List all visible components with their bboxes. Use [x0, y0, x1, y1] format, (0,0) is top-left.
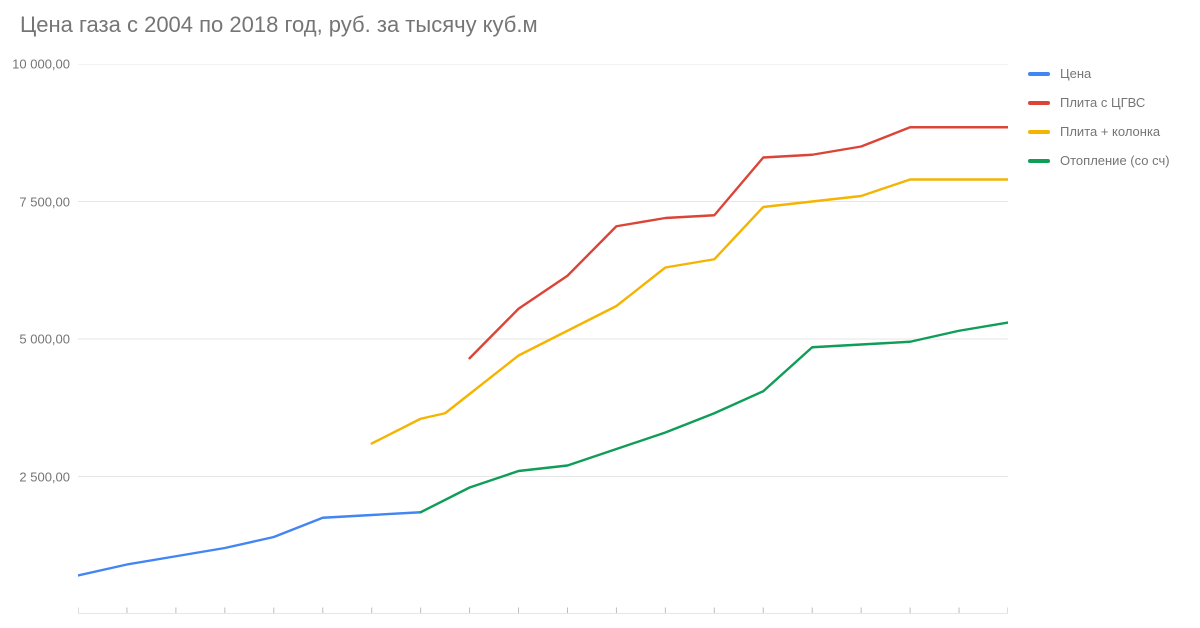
chart-title: Цена газа с 2004 по 2018 год, руб. за ты… [20, 12, 538, 38]
series-line-heating [421, 323, 1008, 513]
series-line-price [78, 512, 421, 575]
line-chart-plot [78, 64, 1008, 614]
legend-item-heating[interactable]: Отопление (со сч) [1028, 153, 1170, 168]
chart-container: Цена газа с 2004 по 2018 год, руб. за ты… [0, 0, 1200, 628]
legend-label: Отопление (со сч) [1060, 153, 1170, 168]
series-line-plita-cgvs [470, 127, 1008, 358]
legend-swatch [1028, 101, 1050, 105]
legend-swatch [1028, 130, 1050, 134]
series-line-plita-kolonka [372, 180, 1008, 444]
legend-item-plita-kolonka[interactable]: Плита + колонка [1028, 124, 1170, 139]
y-tick-label: 10 000,00 [0, 57, 70, 72]
y-tick-label: 2 500,00 [0, 469, 70, 484]
chart-legend: Цена Плита с ЦГВС Плита + колонка Отопление… [1028, 66, 1170, 168]
legend-swatch [1028, 159, 1050, 163]
legend-item-plita-cgvs[interactable]: Плита с ЦГВС [1028, 95, 1170, 110]
legend-label: Цена [1060, 66, 1091, 81]
legend-item-price[interactable]: Цена [1028, 66, 1170, 81]
y-tick-label: 7 500,00 [0, 194, 70, 209]
legend-label: Плита + колонка [1060, 124, 1160, 139]
legend-label: Плита с ЦГВС [1060, 95, 1145, 110]
legend-swatch [1028, 72, 1050, 76]
y-tick-label: 5 000,00 [0, 332, 70, 347]
